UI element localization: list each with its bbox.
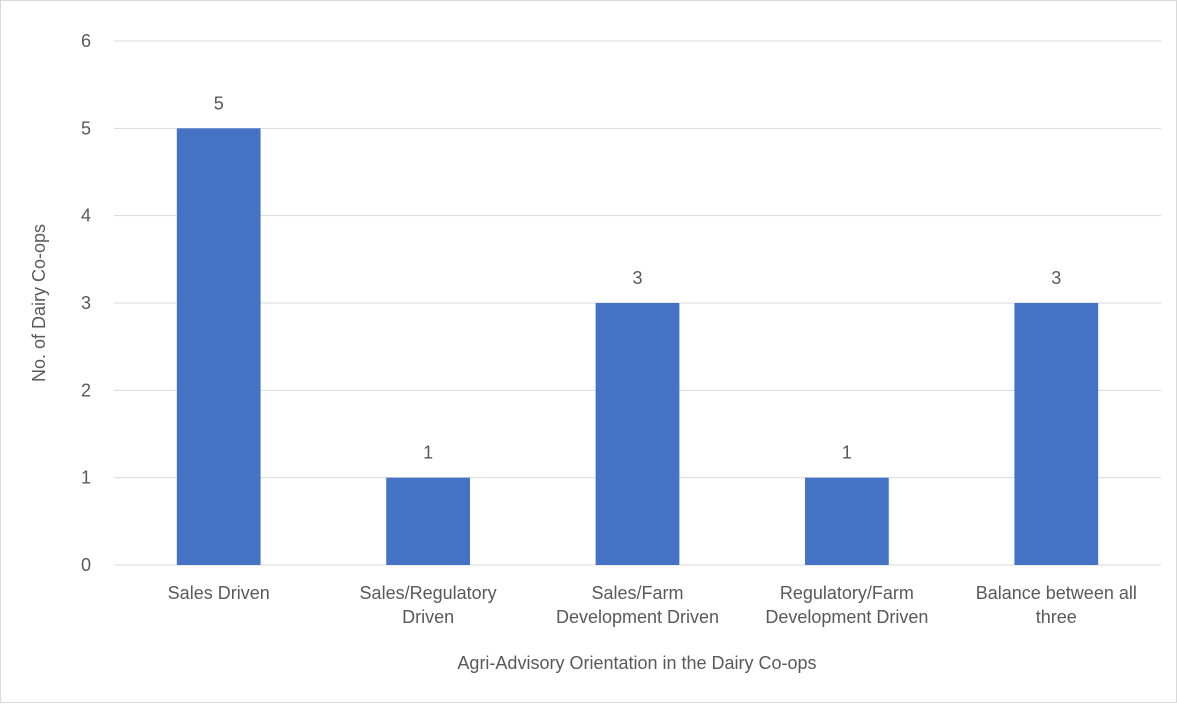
data-label: 3 <box>1051 268 1061 288</box>
y-tick-label: 2 <box>81 380 91 400</box>
x-category-label: Sales/Regulatory Driven <box>360 583 497 627</box>
data-label: 3 <box>632 268 642 288</box>
data-label: 1 <box>423 443 433 463</box>
y-tick-label: 3 <box>81 293 91 313</box>
y-tick-label: 4 <box>81 206 91 226</box>
bars <box>176 128 1099 565</box>
data-label: 5 <box>214 93 224 113</box>
x-axis-title: Agri-Advisory Orientation in the Dairy C… <box>457 653 816 673</box>
y-axis-ticks: 0 1 2 3 4 5 6 <box>81 31 91 575</box>
x-category-label: Sales Driven <box>168 583 270 603</box>
y-axis-title: No. of Dairy Co-ops <box>29 224 49 382</box>
data-labels: 5 1 3 1 3 <box>214 93 1062 462</box>
bar <box>176 128 261 565</box>
bar <box>386 477 470 565</box>
bar <box>595 303 680 565</box>
y-tick-label: 5 <box>81 118 91 138</box>
x-category-label: Regulatory/Farm Development Driven <box>765 583 928 627</box>
x-category-label: Sales/Farm Development Driven <box>556 583 719 627</box>
bar <box>1014 303 1099 565</box>
y-tick-label: 6 <box>81 31 91 51</box>
x-axis-categories: Sales Driven Sales/Regulatory Driven Sales/… <box>168 583 1137 627</box>
x-category-label: Balance between all three <box>976 583 1137 627</box>
data-label: 1 <box>842 443 852 463</box>
y-tick-label: 0 <box>81 555 91 575</box>
bar <box>805 477 889 565</box>
y-tick-label: 1 <box>81 468 91 488</box>
